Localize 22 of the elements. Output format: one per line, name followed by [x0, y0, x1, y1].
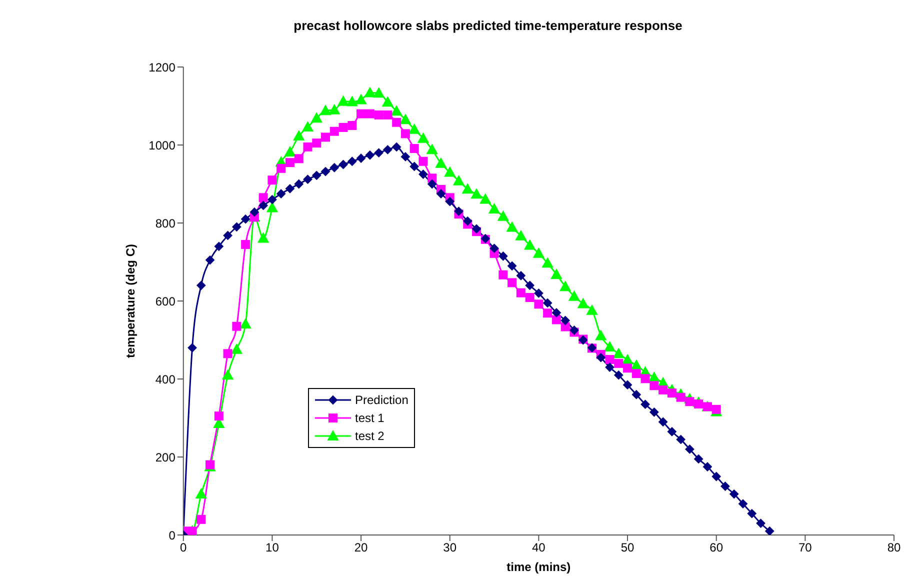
- x-tick-label: 60: [710, 540, 724, 555]
- y-tick-label: 600: [155, 294, 176, 308]
- y-tick-label: 0: [168, 528, 176, 542]
- y-tick-label: 200: [155, 450, 176, 464]
- x-tick-label: 70: [798, 540, 812, 555]
- x-tick-label: 30: [443, 540, 457, 555]
- x-tick-label: 10: [266, 540, 280, 555]
- chart-title: precast hollowcore slabs predicted time-temperature response: [292, 18, 684, 33]
- x-tick-label: 0: [180, 540, 188, 555]
- legend-label: Prediction: [355, 393, 408, 407]
- x-tick-label: 20: [354, 540, 368, 555]
- y-tick-label: 400: [155, 372, 176, 386]
- x-tick-label: 50: [620, 540, 635, 555]
- y-tick-label: 1200: [148, 60, 176, 74]
- legend-label: test 1: [355, 411, 384, 425]
- legend-label: test 2: [355, 429, 384, 443]
- x-tick-label: 40: [532, 540, 546, 555]
- y-tick-label: 800: [155, 216, 176, 230]
- y-axis-title: temperature (deg C): [124, 244, 138, 358]
- x-axis-title: time (mins): [506, 560, 571, 574]
- x-tick-label: 80: [887, 540, 901, 555]
- y-tick-label: 1000: [148, 138, 176, 152]
